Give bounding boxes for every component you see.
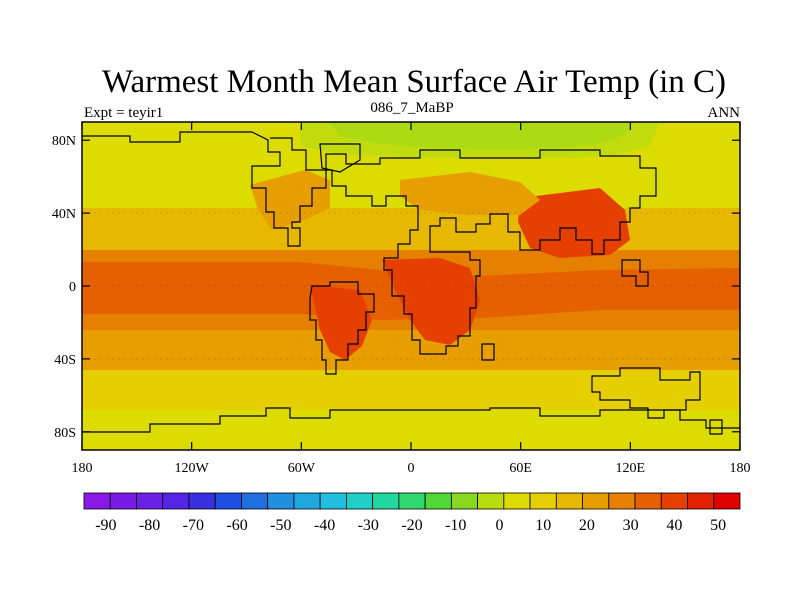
- colorbar-swatch: [608, 492, 636, 510]
- coastline-eurasia-africa: [325, 149, 657, 355]
- coastlines: [82, 131, 740, 435]
- colorbar-swatch: [188, 492, 216, 510]
- colorbar-swatch: [529, 492, 557, 510]
- coastline-new-zealand: [709, 419, 723, 435]
- colorbar-label: 10: [535, 517, 551, 534]
- coastline-north-america: [82, 131, 327, 247]
- colorbar-labels: -90 -80 -70 -60 -50 -40 -30 -20 -10 0 10 20 30 40 50: [95, 517, 726, 534]
- colorbar-label: 0: [495, 517, 503, 534]
- lon-tick-label: 180: [730, 461, 751, 476]
- colorbar-swatch: [450, 492, 478, 510]
- coastline-greenland: [319, 143, 361, 173]
- colorbar-label: -50: [270, 517, 291, 534]
- experiment-label: Expt = teyir1: [84, 105, 163, 121]
- colorbar-label: -70: [183, 517, 204, 534]
- coastline-southeast-asia: [621, 259, 649, 287]
- longitude-axis: 180 120W 60W 0 60E 120E 180: [72, 122, 751, 476]
- colorbar-label: -10: [445, 517, 466, 534]
- south-subtropical-band: [82, 330, 740, 370]
- colorbar-swatch: [555, 492, 583, 510]
- colorbar-swatch: [687, 492, 715, 510]
- colorbar-swatch: [424, 492, 452, 510]
- lon-tick-label: 120W: [175, 461, 210, 476]
- colorbar-label: 40: [666, 517, 682, 534]
- lat-tick-label: 80N: [52, 134, 76, 149]
- season-label: ANN: [708, 105, 741, 121]
- map-grid: [82, 212, 740, 360]
- north-america-warm-region: [250, 170, 330, 230]
- colorbar-label: 30: [623, 517, 639, 534]
- arctic-mild-patch: [300, 122, 660, 160]
- colorbar-swatch: [477, 492, 505, 510]
- colorbar-swatch: [319, 492, 347, 510]
- lat-tick-label: 40N: [52, 207, 76, 222]
- colorbar-swatch: [214, 492, 242, 510]
- colorbar-swatch: [267, 492, 295, 510]
- colorbar-label: 50: [710, 517, 726, 534]
- colorbar: [83, 492, 741, 510]
- time-period-label: 086_7_MaBP: [370, 100, 453, 116]
- colorbar-swatch: [634, 492, 662, 510]
- lat-tick-label: 80S: [54, 426, 76, 441]
- temperature-map: [82, 122, 740, 450]
- colorbar-swatch: [345, 492, 374, 510]
- colorbar-swatch: [109, 492, 137, 510]
- colorbar-label: -20: [401, 517, 422, 534]
- colorbar-swatch: [241, 492, 269, 510]
- colorbar-swatch: [293, 492, 321, 510]
- lon-tick-label: 60E: [509, 461, 532, 476]
- south-america-hot-region: [310, 285, 372, 360]
- colorbar-swatch: [372, 492, 400, 510]
- colorbar-swatch: [162, 492, 190, 510]
- colorbar-label: -40: [314, 517, 335, 534]
- coastline-madagascar: [481, 343, 495, 361]
- north-subtropical-band: [82, 208, 740, 248]
- colorbar-label: -30: [358, 517, 379, 534]
- colorbar-swatch: [136, 492, 164, 510]
- lon-tick-label: 60W: [288, 461, 316, 476]
- colorbar-swatch: [713, 492, 741, 510]
- lat-tick-label: 0: [69, 280, 76, 295]
- latitude-axis: 80N 40N 0 40S 80S: [52, 134, 740, 441]
- lon-tick-label: 120E: [616, 461, 646, 476]
- colorbar-swatch: [83, 492, 111, 510]
- lat-tick-label: 40S: [54, 353, 76, 368]
- coastline-australia: [591, 367, 701, 419]
- lon-tick-label: 180: [72, 461, 93, 476]
- colorbar-label: -80: [139, 517, 160, 534]
- colorbar-label: 20: [579, 517, 595, 534]
- lon-tick-label: 0: [408, 461, 415, 476]
- africa-hot-region: [382, 258, 480, 345]
- figure-title: Warmest Month Mean Surface Air Temp (in …: [102, 64, 726, 100]
- south-temperate-band: [82, 370, 740, 410]
- colorbar-swatch: [660, 492, 688, 510]
- colorbar-label: -60: [226, 517, 247, 534]
- eurasia-warm-region: [400, 172, 540, 215]
- coastline-antarctica: [82, 407, 740, 433]
- colorbar-swatch: [398, 492, 426, 510]
- colorbar-swatch: [582, 492, 610, 510]
- coastline-south-america: [309, 281, 375, 375]
- colorbar-label: -90: [95, 517, 116, 534]
- colorbar-swatch: [503, 492, 531, 510]
